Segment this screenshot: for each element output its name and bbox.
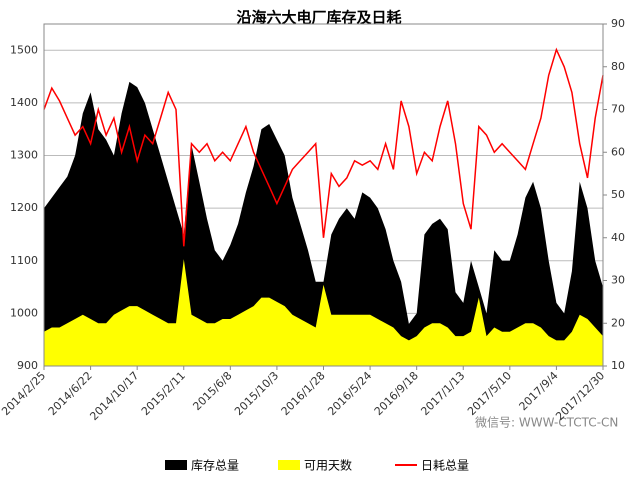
x-tick-label: 2015/6/8 [190, 369, 234, 413]
x-tick-label: 2014/10/17 [87, 369, 141, 423]
x-tick-label: 2014/2/25 [0, 369, 48, 418]
y2-tick-label: 30 [611, 274, 625, 287]
x-tick-label: 2016/9/18 [372, 369, 421, 418]
y2-tick-label: 10 [611, 359, 625, 372]
watermark: 微信号: WWW-CTCTC-CN [475, 416, 618, 430]
y2-tick-label: 80 [611, 60, 625, 73]
y2-tick-label: 40 [611, 231, 625, 244]
y-tick-label: 900 [17, 359, 38, 372]
area [44, 259, 603, 366]
x-tick-label: 2017/9/4 [517, 369, 561, 413]
x-tick-label: 2017/5/10 [465, 369, 514, 418]
y2-tick-label: 50 [611, 188, 625, 201]
line [43, 47, 604, 247]
y2-tick-label: 90 [611, 17, 625, 30]
y-tick-label: 1000 [10, 306, 38, 319]
y-tick-label: 1100 [10, 254, 38, 267]
x-tick-label: 2015/10/3 [232, 369, 281, 418]
legend-label: 可用天数 [304, 458, 352, 473]
y-tick-label: 1200 [10, 201, 38, 214]
y-tick-label: 1300 [10, 149, 38, 162]
legend-label: 日耗总量 [421, 459, 469, 473]
x-tick-label: 2015/2/11 [139, 369, 188, 418]
legend-swatch [278, 460, 300, 470]
chart-title: 沿海六大电厂库存及日耗 [236, 9, 401, 27]
x-tick-label: 2017/1/13 [418, 369, 467, 418]
legend-swatch [165, 460, 187, 470]
y2-tick-label: 70 [611, 103, 625, 116]
x-tick-label: 2014/6/22 [46, 369, 95, 418]
y2-tick-label: 20 [611, 316, 625, 329]
x-tick-label: 2016/1/28 [279, 369, 328, 418]
y-tick-label: 1500 [10, 43, 38, 56]
x-tick-label: 2016/5/24 [325, 369, 374, 418]
y2-tick-label: 60 [611, 145, 625, 158]
legend-label: 库存总量 [191, 458, 239, 473]
y-tick-label: 1400 [10, 96, 38, 109]
